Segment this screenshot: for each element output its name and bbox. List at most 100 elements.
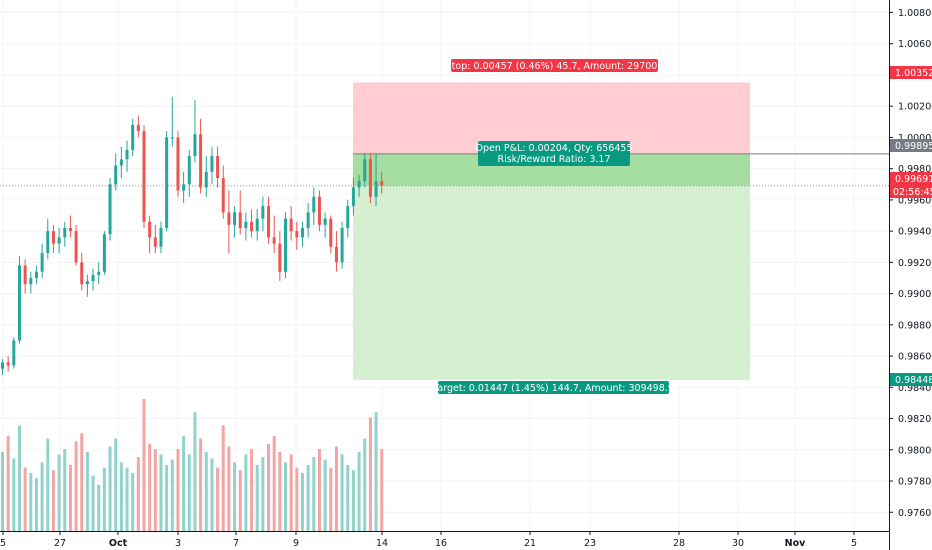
volume-bar	[142, 399, 146, 531]
candle-body	[148, 221, 152, 238]
open-pnl-annotation[interactable]: Open P&L: 0.00204, Qty: 656455 Risk/Rewa…	[476, 141, 633, 166]
volume-bar	[136, 457, 140, 531]
x-tick-label: 5	[0, 538, 6, 549]
volume-bar	[6, 435, 10, 531]
volume-bar	[34, 478, 38, 531]
candle-body	[193, 134, 197, 157]
candle-body	[176, 137, 180, 191]
x-tick-label: 9	[293, 538, 299, 549]
svg-text:02:56:45: 02:56:45	[893, 187, 932, 198]
stop-label-text: Stop: 0.00457 (0.46%) 45.7, Amount: 2970…	[446, 61, 664, 72]
volume-bar	[193, 412, 197, 531]
y-tick-label: 0.99800	[898, 164, 932, 175]
candle-body	[272, 237, 276, 244]
volume-bar	[23, 467, 27, 531]
candle-body	[300, 228, 304, 238]
volume-bar	[250, 449, 254, 531]
candle-body	[159, 228, 163, 247]
x-tick-label: 7	[233, 538, 239, 549]
x-tick-label: Oct	[109, 538, 128, 549]
volume-bar	[108, 446, 112, 531]
candle-body	[363, 159, 367, 182]
candle-body	[199, 134, 203, 188]
candle-body	[170, 137, 174, 139]
volume-bar	[187, 454, 191, 531]
candle-body	[329, 218, 333, 247]
candle-body	[278, 243, 282, 272]
volume-bar	[63, 449, 67, 531]
candle-body	[317, 196, 321, 225]
candle-body	[153, 237, 157, 247]
volume-bar	[261, 457, 265, 531]
volume-bar	[165, 465, 169, 531]
stop-annotation[interactable]: Stop: 0.00457 (0.46%) 45.7, Amount: 2970…	[446, 59, 664, 72]
x-tick-label: 23	[584, 538, 596, 549]
entry-price-badge: 0.99895	[890, 139, 932, 152]
candle-body	[244, 221, 248, 229]
candle-body	[357, 181, 361, 188]
svg-text:0.98448: 0.98448	[895, 375, 932, 386]
volume-bar	[255, 465, 259, 531]
volume-bar	[238, 470, 242, 531]
candle-body	[114, 165, 118, 185]
candle-body	[289, 218, 293, 232]
volume-bar	[289, 454, 293, 531]
candle-body	[34, 271, 38, 278]
candle-body	[250, 221, 254, 232]
candle-body	[51, 231, 55, 244]
candle-body	[1, 362, 4, 369]
target-annotation[interactable]: Target: 0.01447 (1.45%) 144.7, Amount: 3…	[432, 381, 674, 394]
candle-body	[368, 159, 372, 197]
y-tick-label: 1.00000	[898, 133, 932, 144]
target-label-text: Target: 0.01447 (1.45%) 144.7, Amount: 3…	[432, 383, 674, 394]
volume-bar	[176, 449, 180, 531]
candle-body	[351, 187, 355, 207]
candle-body	[374, 181, 378, 197]
volume-bar	[380, 449, 384, 531]
target-price-badge: 0.98448	[890, 373, 932, 386]
x-tick-label: Nov	[785, 538, 806, 549]
volume-bar	[346, 465, 350, 531]
candle-body	[6, 362, 10, 366]
x-tick-label: 30	[732, 538, 744, 549]
candle-body	[340, 228, 344, 263]
candle-body	[108, 184, 112, 235]
volume-bar	[244, 454, 248, 531]
volume-bar	[267, 443, 271, 531]
x-axis-ticks[interactable]: 5 27 Oct 3 7 9 14 16 21 23 28 30 Nov 5	[0, 531, 857, 549]
x-tick-label: 21	[524, 538, 536, 549]
candle-body	[17, 265, 21, 341]
candle-body	[40, 253, 44, 272]
candle-body	[63, 228, 67, 238]
volume-bar	[351, 470, 355, 531]
candle-body	[136, 124, 140, 132]
volume-bar	[272, 435, 276, 531]
candles	[1, 96, 384, 375]
stop-price-badge: 1.00352	[890, 66, 932, 79]
volume-bar	[357, 451, 361, 531]
candle-body	[12, 340, 16, 366]
volume-bar	[148, 443, 152, 531]
volume-bar	[159, 454, 163, 531]
last-price-badge: 0.99691	[890, 172, 932, 185]
countdown-badge: 02:56:45	[890, 185, 932, 198]
candle-body	[238, 212, 242, 229]
candle-body	[125, 149, 129, 160]
x-tick-label: 14	[376, 538, 388, 549]
candle-body	[119, 159, 123, 166]
volume-bar	[334, 446, 338, 531]
candle-body	[80, 262, 84, 285]
candle-body	[216, 156, 220, 179]
candle-body	[284, 218, 287, 272]
volume-bar	[227, 446, 231, 531]
position-zones	[353, 82, 750, 380]
